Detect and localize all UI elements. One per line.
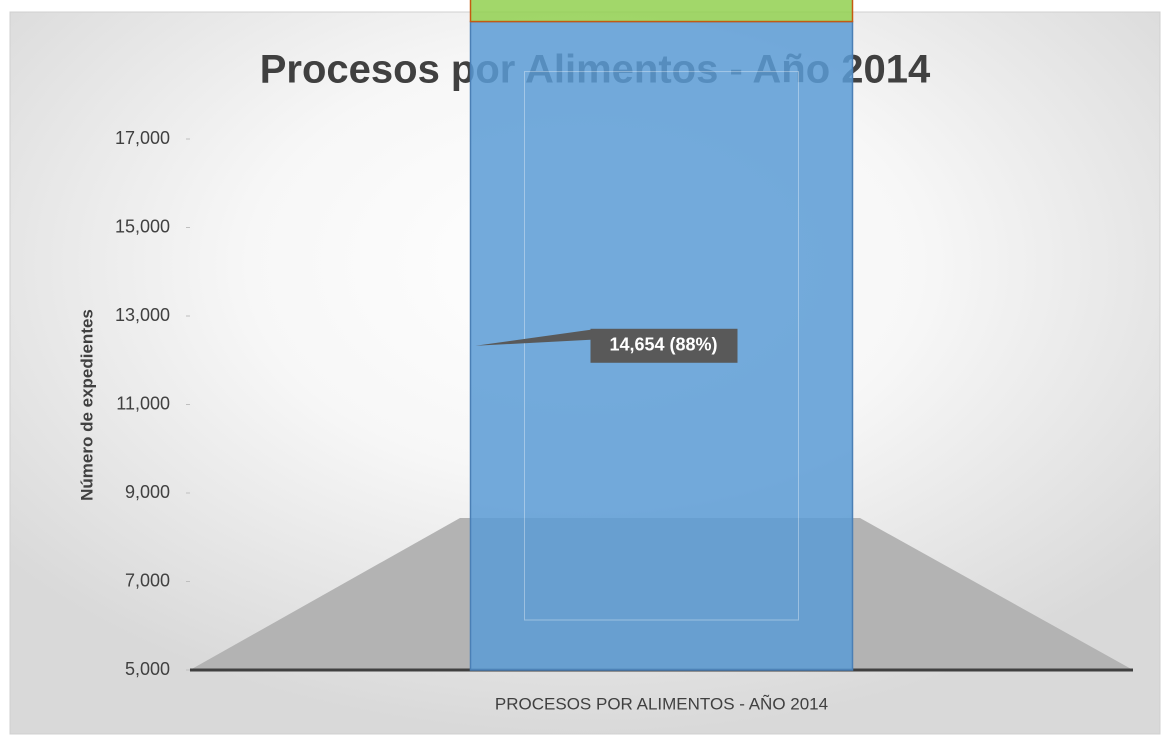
label-box — [590, 328, 738, 363]
data-label: 14,654 (88%) — [609, 335, 717, 355]
x-tick-label: PROCESOS POR ALIMENTOS - AÑO 2014 — [495, 694, 828, 713]
y-tick-label: 9,000 — [125, 482, 170, 502]
label-callout — [475, 329, 591, 346]
y-tick-label: 11,000 — [116, 393, 170, 413]
y-tick-label: 17,000 — [115, 128, 170, 148]
y-axis-title: Número de expedientes — [77, 309, 96, 501]
bar-segment — [469, 0, 854, 23]
y-tick-label: 15,000 — [115, 216, 170, 236]
y-tick-label: 13,000 — [115, 305, 170, 325]
y-tick-label: 5,000 — [125, 659, 170, 679]
y-tick-label: 7,000 — [125, 570, 170, 590]
bar-inner-face — [524, 71, 799, 621]
